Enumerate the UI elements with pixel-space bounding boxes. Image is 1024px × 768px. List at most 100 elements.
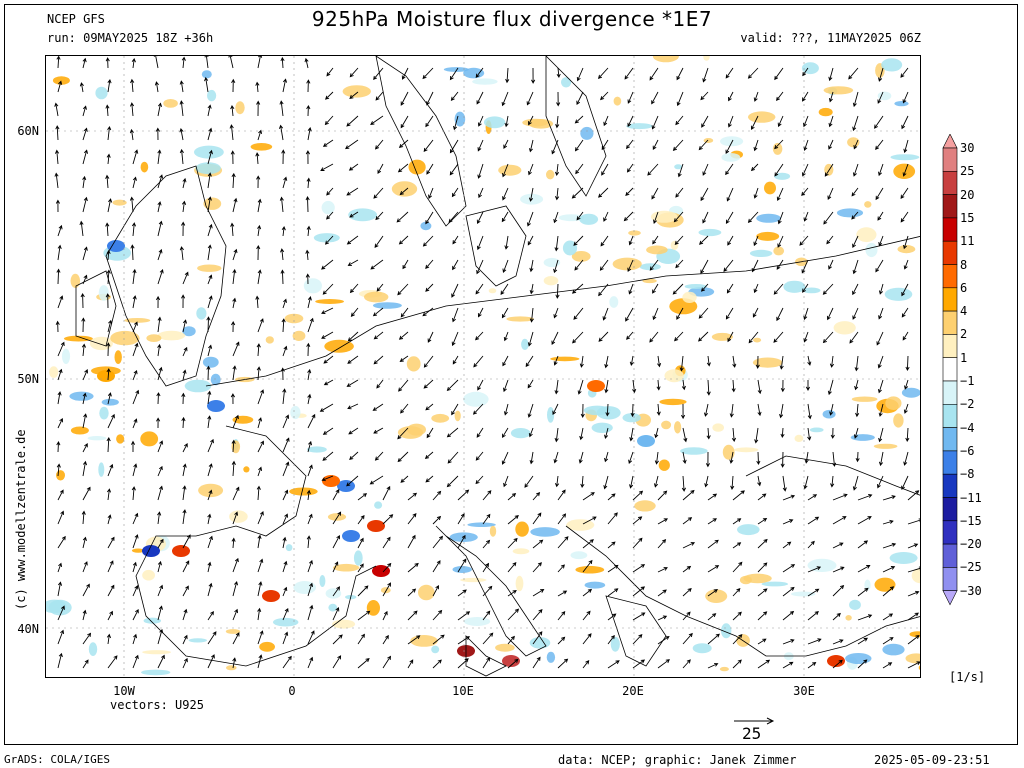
wind-vector-arrow [507,589,517,597]
wind-vector-arrow [657,518,669,525]
wind-vector-arrow [576,91,584,106]
wind-vector-arrow [907,566,920,573]
wind-vector-arrow [652,235,659,245]
wind-vector-arrow [182,534,191,549]
wind-vector-arrow [332,607,340,621]
wind-vector-arrow [307,393,312,405]
map-canvas [46,56,920,677]
wind-vector-arrow [282,655,292,669]
wind-vector-arrow [449,139,459,154]
divergence-blob [410,635,438,647]
wind-vector-arrow [553,451,559,464]
wind-vector-arrow [347,355,359,364]
wind-vector-arrow [647,163,659,176]
divergence-blob [70,426,89,435]
wind-vector-arrow [882,542,897,549]
divergence-blob [720,136,744,147]
divergence-blob [674,421,682,434]
divergence-blob [521,338,529,350]
wind-vector-arrow [257,224,262,237]
wind-vector-arrow [332,534,340,549]
wind-vector-arrow [902,91,909,104]
wind-vector-arrow [81,510,86,525]
color-legend: 30 25 20 15 11 8 6 4 2 1 −1 −2 −4 −6 −8 −11 −15 −20 −25 −30 [940,134,1024,629]
wind-vector-arrow [304,57,309,69]
wind-vector-arrow [179,127,184,141]
wind-vector-arrow [604,427,609,440]
wind-vector-arrow [725,139,734,155]
wind-vector-arrow [803,331,809,343]
wind-vector-arrow [257,269,262,285]
wind-vector-arrow [106,633,112,645]
wind-vector-arrow [529,451,534,465]
wind-vector-arrow [527,379,534,389]
wind-vector-arrow [603,475,609,490]
wind-vector-arrow [57,629,65,645]
wind-vector-arrow [904,379,909,390]
wind-vector-arrow [780,451,785,468]
wind-vector-arrow [903,403,909,414]
wind-vector-arrow [857,516,872,525]
divergence-blob [483,116,506,129]
wind-vector-arrow [600,235,609,247]
wind-vector-arrow [57,391,62,405]
wind-vector-arrow [396,211,409,223]
divergence-cell [342,530,360,542]
wind-vector-arrow [457,558,467,573]
wind-vector-arrow [598,187,609,198]
divergence-blob [49,366,59,378]
coastline-segment [135,425,377,667]
wind-vector-arrow [157,149,162,165]
wind-vector-arrow [852,163,859,177]
wind-vector-arrow [397,427,409,440]
wind-vector-arrow [307,296,312,309]
wind-vector-arrow [902,331,909,341]
divergence-blob [911,568,920,584]
divergence-blob [374,501,383,509]
wind-vector-arrow [182,608,188,621]
wind-vector-arrow [727,115,734,128]
wind-vector-arrow [155,127,160,141]
wind-vector-arrow [576,211,584,221]
wind-vector-arrow [230,150,235,165]
wind-vector-arrow [682,565,692,573]
wind-vector-arrow [632,537,643,549]
wind-vector-arrow [280,248,285,261]
wind-vector-arrow [307,630,315,645]
wind-vector-arrow [832,659,843,669]
divergence-cell [502,655,520,667]
divergence-blob [705,589,728,603]
wind-vector-arrow [632,379,637,394]
wind-vector-arrow [207,127,213,141]
wind-vector-arrow [232,414,239,429]
wind-vector-arrow [707,518,717,525]
wind-vector-arrow [707,565,720,573]
wind-vector-arrow [281,225,286,237]
divergence-blob [864,201,872,208]
legend-value-label: 1 [960,350,968,365]
wind-vector-arrow [532,589,545,597]
wind-vector-arrow [849,331,859,344]
wind-vector-arrow [557,658,569,669]
divergence-cell [637,435,655,447]
wind-vector-arrow [82,392,87,405]
wind-vector-arrow [322,139,334,147]
wind-vector-arrow [532,608,543,621]
wind-vector-arrow [832,639,844,645]
wind-vector-arrow [706,355,711,367]
wind-vector-arrow [376,379,384,389]
wind-vector-arrow [347,259,359,266]
divergence-blob [348,208,377,222]
wind-vector-arrow [501,91,509,107]
divergence-blob [141,669,171,676]
divergence-blob [752,357,783,368]
divergence-blob [579,213,599,225]
divergence-blob [546,651,556,663]
wind-vector-arrow [877,355,884,369]
wind-vector-arrow [156,295,161,309]
wind-vector-arrow [652,139,659,151]
wind-vector-arrow [532,491,541,501]
wind-vector-arrow [357,563,364,573]
divergence-blob [580,126,594,140]
wind-vector-arrow [657,355,662,368]
